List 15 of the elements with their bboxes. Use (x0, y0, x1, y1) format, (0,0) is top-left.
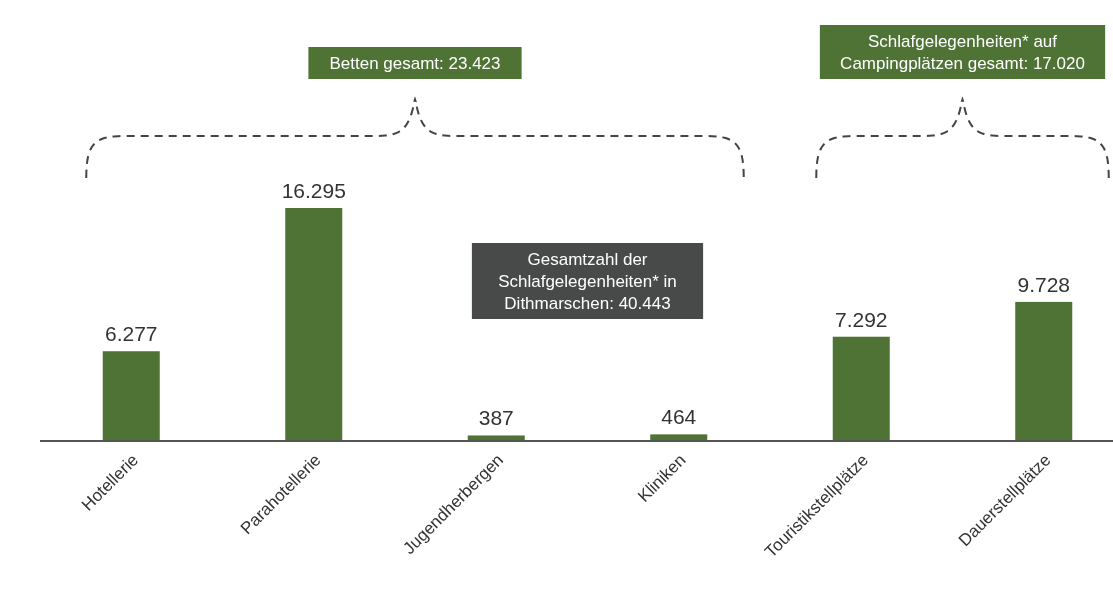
data-label: 9.728 (1017, 272, 1071, 296)
data-label: 6.277 (104, 322, 158, 346)
bar (650, 434, 708, 441)
bar (467, 435, 525, 441)
bar (832, 336, 890, 441)
bar (1015, 301, 1073, 441)
data-label: 464 (661, 405, 697, 429)
data-label: 16.295 (281, 179, 346, 202)
bar (285, 208, 343, 441)
annotation: Gesamtzahl der Schlafgelegenheiten* in Dithmarschen: 40.443 (498, 249, 677, 313)
bar (102, 351, 160, 441)
text: Betten gesamt: 23.423 (329, 53, 501, 73)
data-label: 7.292 (834, 307, 888, 331)
text: Schlafgelegenheiten* auf Campingplätzen gesamt: 17.020 (840, 31, 1085, 73)
data-label: 387 (478, 406, 514, 430)
